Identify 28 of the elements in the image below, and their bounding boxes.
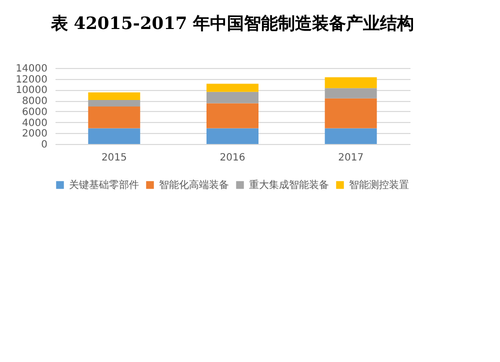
bar [324, 88, 377, 98]
y-tick-label: 6000 [22, 106, 48, 118]
legend-label: 智能测控装置 [349, 179, 409, 191]
x-tick-label: 2016 [220, 152, 246, 164]
bar [206, 92, 258, 104]
y-tick-label: 4000 [22, 118, 48, 129]
bar [206, 84, 258, 92]
bar [88, 100, 140, 107]
bar [324, 98, 377, 128]
bar [324, 128, 377, 144]
y-tick-label: 8000 [22, 96, 48, 108]
bar [206, 128, 258, 144]
y-tick-label: 10000 [16, 85, 48, 96]
y-tick-label: 12000 [16, 74, 48, 86]
chart-title: 表 42015-2017 年中国智能制造装备产业结构 [50, 14, 414, 34]
y-tick-label: 0 [41, 140, 48, 150]
x-tick-label: 2017 [338, 152, 364, 164]
bar [88, 128, 140, 144]
x-tick-label: 2015 [101, 152, 127, 164]
y-tick-label: 14000 [16, 64, 48, 74]
bar [324, 77, 377, 88]
bar [88, 92, 140, 100]
legend-label: 关键基础零部件 [69, 179, 139, 191]
legend-label: 重大集成智能装备 [249, 179, 329, 191]
bar [88, 106, 140, 128]
bar [206, 103, 258, 128]
y-tick-label: 2000 [22, 128, 48, 140]
legend-label: 智能化高端装备 [159, 179, 229, 191]
